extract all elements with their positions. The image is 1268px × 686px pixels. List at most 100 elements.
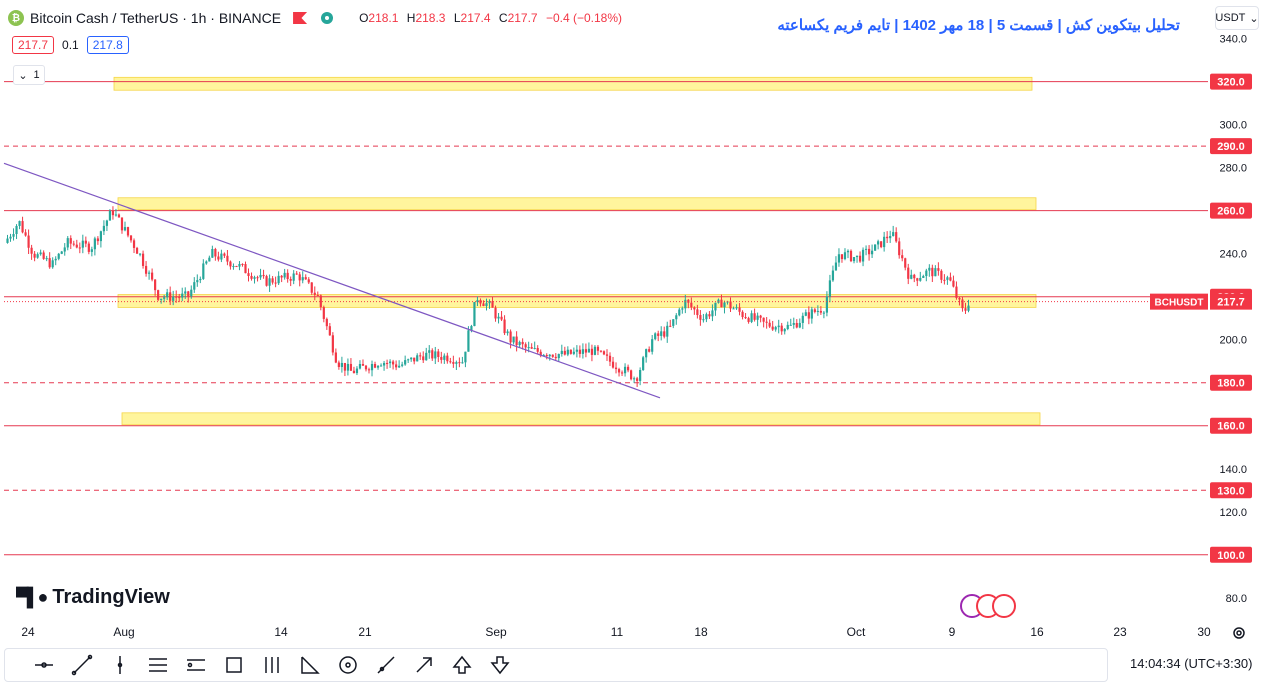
candle-body: [78, 247, 81, 249]
indicators-collapse-button[interactable]: ⌄ 1: [13, 65, 45, 85]
trend-line[interactable]: [3, 162, 661, 399]
candle-body: [768, 322, 771, 327]
candle-body: [416, 355, 419, 362]
position-bars-icon[interactable]: [257, 651, 287, 679]
candle-body: [181, 293, 184, 298]
candle-body: [910, 274, 913, 279]
price-zone[interactable]: [113, 76, 1033, 91]
candle-body: [187, 291, 190, 297]
arrow-up-icon[interactable]: [447, 651, 477, 679]
candle-body: [497, 316, 500, 319]
fib-retracement-icon[interactable]: [143, 651, 173, 679]
candle-body: [331, 335, 334, 353]
candle-body: [21, 221, 24, 233]
y-tick-label: 340.0: [1219, 34, 1247, 46]
candle-body: [437, 351, 440, 357]
candle-body: [340, 362, 343, 367]
candle-body: [304, 277, 307, 280]
vertical-line-icon[interactable]: [105, 651, 135, 679]
candle-body: [819, 310, 822, 313]
level-price-label: 260.0: [1217, 206, 1245, 218]
symbol-title[interactable]: Bitcoin Cash / TetherUS · 1h · BINANCE: [30, 10, 282, 26]
x-tick-label: 11: [611, 625, 624, 639]
sell-price-button[interactable]: 217.7: [12, 36, 55, 54]
candle-body: [566, 349, 569, 355]
price-zone[interactable]: [121, 412, 1041, 426]
candle-body: [666, 325, 669, 337]
candle-body: [208, 257, 211, 262]
trend-line-icon[interactable]: [67, 651, 97, 679]
candle-body: [286, 272, 289, 280]
last-price-label: 217.7: [1217, 297, 1245, 309]
candle-body: [642, 357, 645, 370]
candle-body: [608, 355, 612, 362]
channel-icon[interactable]: [181, 651, 211, 679]
ray-icon[interactable]: [371, 651, 401, 679]
candle-body: [392, 361, 395, 365]
gear-icon[interactable]: [1231, 625, 1247, 641]
candle-body: [503, 319, 506, 334]
candle-body: [431, 350, 434, 359]
candle-body: [292, 273, 295, 281]
candle-body: [66, 238, 69, 248]
candle-body: [12, 234, 15, 237]
candle-body: [407, 359, 410, 361]
candle-body: [370, 363, 374, 371]
candle-body: [24, 232, 27, 236]
flag-icon[interactable]: [293, 12, 308, 24]
candle-body: [455, 362, 458, 364]
candle-body: [524, 344, 527, 348]
buy-price-button[interactable]: 217.8: [86, 36, 129, 54]
high-value: 218.3: [415, 11, 446, 25]
candle-body: [952, 280, 955, 287]
arrow-down-icon[interactable]: [485, 651, 515, 679]
candle-body: [527, 347, 530, 349]
candle-body: [696, 309, 699, 316]
y-tick-label: 140.0: [1219, 464, 1247, 476]
candle-body: [744, 317, 747, 319]
time-axis: 24 Aug 14 21 Sep 11 18 Oct 9 16 23 30: [21, 625, 1211, 639]
price-axis: 80.0 120.0 140.0 200.0 240.0 280.0 300.0 340.0: [1219, 34, 1247, 605]
candle-body: [494, 307, 497, 319]
price-zone[interactable]: [117, 294, 1037, 308]
cursor-line-icon[interactable]: [29, 651, 59, 679]
event-flag-icon[interactable]: [992, 594, 1016, 618]
candle-body: [404, 360, 407, 365]
circle-target-icon[interactable]: [333, 651, 363, 679]
candle-body: [283, 272, 286, 278]
candle-body: [93, 238, 96, 250]
candle-body: [440, 356, 443, 360]
candle-body: [849, 250, 853, 262]
y-tick-label: 280.0: [1219, 163, 1247, 175]
candle-body: [9, 236, 12, 239]
candle-body: [108, 210, 112, 221]
candle-body: [220, 253, 223, 260]
candle-body: [190, 289, 193, 297]
candle-body: [36, 254, 39, 258]
rectangle-icon[interactable]: [219, 651, 249, 679]
candle-body: [645, 349, 648, 358]
candle-body: [889, 235, 892, 239]
candle-body: [343, 362, 347, 371]
level-price-label-bg: [1210, 417, 1252, 434]
triangle-pattern-icon[interactable]: [295, 651, 325, 679]
price-zone[interactable]: [117, 197, 1037, 211]
tradingview-logo[interactable]: ▀▌● TradingView: [16, 586, 170, 609]
candle-body: [241, 263, 244, 265]
candle-body: [422, 356, 425, 361]
candle-body: [144, 265, 148, 274]
candle-body: [578, 349, 581, 354]
economic-events[interactable]: [960, 594, 1016, 618]
arrow-icon[interactable]: [409, 651, 439, 679]
candle-body: [485, 303, 488, 307]
candle-body: [126, 227, 130, 236]
candle-body: [672, 319, 675, 326]
currency-selector[interactable]: USDT ⌄: [1215, 6, 1259, 30]
candle-body: [256, 277, 259, 279]
candle-body: [732, 308, 735, 310]
candle-body: [590, 348, 594, 355]
candle-body: [955, 286, 958, 298]
candle-body: [584, 349, 588, 353]
